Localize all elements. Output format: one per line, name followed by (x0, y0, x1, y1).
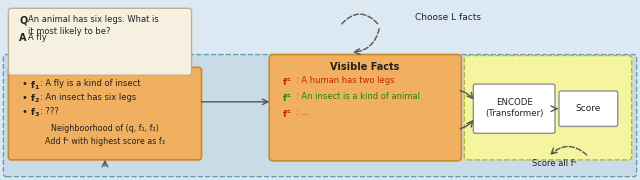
FancyBboxPatch shape (269, 55, 461, 161)
Text: : A fly is a kind of insect: : A fly is a kind of insect (40, 79, 141, 88)
Text: $\mathbf{f_2}$: $\mathbf{f_2}$ (30, 93, 40, 105)
Text: A fly: A fly (28, 33, 47, 42)
Text: : An insect has six legs: : An insect has six legs (40, 93, 136, 102)
Text: Q: Q (19, 15, 28, 25)
Text: •: • (21, 79, 27, 89)
Text: $\mathbf{f^c}$: $\mathbf{f^c}$ (282, 76, 291, 87)
Text: Neighboorhood of (q, f₁, f₂): Neighboorhood of (q, f₁, f₂) (51, 124, 159, 133)
Text: Add fᶜ with highest score as f₃: Add fᶜ with highest score as f₃ (45, 137, 165, 146)
Text: A: A (19, 33, 27, 43)
FancyBboxPatch shape (8, 67, 202, 160)
Text: •: • (21, 107, 27, 117)
Text: : ...: : ... (296, 108, 309, 117)
Text: Choose L facts: Choose L facts (415, 13, 481, 22)
FancyBboxPatch shape (8, 8, 191, 75)
Text: Visible Facts: Visible Facts (330, 62, 399, 72)
FancyBboxPatch shape (559, 91, 618, 126)
Text: : An insect is a kind of animal: : An insect is a kind of animal (296, 92, 420, 101)
Text: ENCODE
(Transformer): ENCODE (Transformer) (485, 98, 543, 118)
FancyBboxPatch shape (474, 84, 555, 133)
FancyBboxPatch shape (3, 55, 637, 177)
Text: Score: Score (575, 104, 600, 113)
Text: An animal has six legs. What is
it most likely to be?: An animal has six legs. What is it most … (28, 15, 159, 36)
Text: •: • (21, 93, 27, 103)
FancyBboxPatch shape (465, 56, 632, 160)
Text: $\mathbf{f^c}$: $\mathbf{f^c}$ (282, 92, 291, 103)
Text: : A human has two legs: : A human has two legs (296, 76, 395, 85)
Text: $\mathbf{f^c}$: $\mathbf{f^c}$ (282, 108, 291, 119)
Text: : ???: : ??? (40, 107, 59, 116)
Text: $\mathbf{f_3}$: $\mathbf{f_3}$ (30, 107, 40, 119)
Text: Score all fᶜ: Score all fᶜ (532, 159, 577, 168)
Text: $\mathbf{f_1}$: $\mathbf{f_1}$ (30, 79, 40, 92)
